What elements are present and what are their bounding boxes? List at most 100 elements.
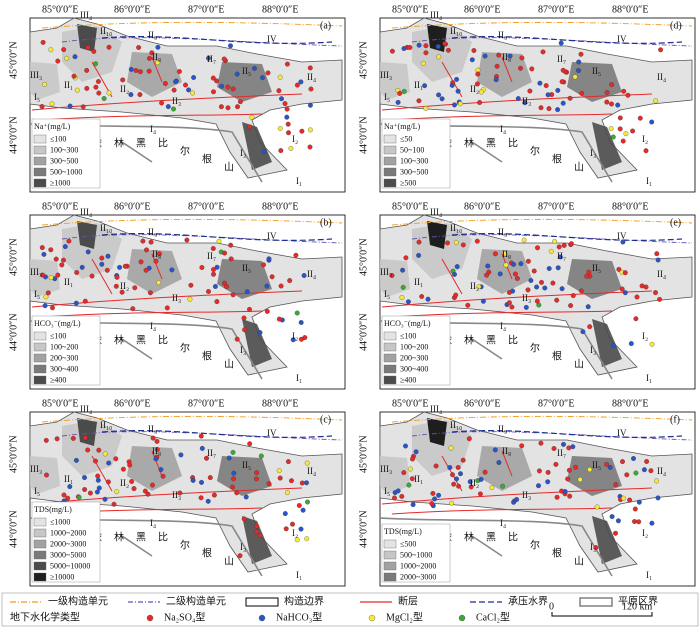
- sample-point: [578, 51, 584, 57]
- sample-point: [254, 523, 260, 529]
- sample-point: [73, 300, 79, 306]
- legend-swatch: [33, 342, 47, 352]
- sample-point: [230, 484, 235, 490]
- region-label: II₅: [242, 460, 251, 470]
- longitude-label: 85°0′0″E: [392, 201, 428, 212]
- sample-point: [162, 81, 168, 86]
- legend-item: 200~300: [400, 353, 428, 362]
- sample-point: [106, 44, 112, 50]
- sample-point: [494, 63, 500, 69]
- sample-point: [252, 65, 257, 71]
- sample-point: [104, 267, 110, 273]
- sample-point: [535, 245, 540, 251]
- sample-point: [529, 66, 535, 72]
- sample-point: [545, 479, 551, 485]
- sample-point: [658, 47, 664, 53]
- legend-item: 3000~5000: [50, 550, 86, 559]
- sample-point: [150, 482, 155, 488]
- sample-point: [276, 316, 282, 322]
- sample-point: [454, 476, 459, 482]
- sample-point: [653, 98, 659, 104]
- map-panel: IV III₄ II₁₀ II₉ II₈ II₇ II₅ II₄ III₃ I₅ II₁ II₂ II₃…: [358, 4, 696, 193]
- second-order-boundary: [411, 234, 693, 244]
- sample-point: [113, 456, 119, 462]
- sample-point: [436, 492, 442, 498]
- mountain-name: 尔: [180, 538, 190, 551]
- sample-point: [447, 465, 453, 470]
- legend-swatch: [33, 331, 47, 341]
- concentration-zone: [242, 319, 272, 367]
- sample-point: [82, 298, 88, 304]
- sample-point: [228, 256, 234, 262]
- second-order-boundary: [61, 37, 343, 47]
- sample-point: [55, 58, 61, 64]
- sample-point: [512, 271, 518, 277]
- sample-point: [102, 451, 108, 457]
- second-order-boundary: [411, 431, 693, 441]
- sample-point: [622, 290, 628, 296]
- sample-point: [224, 284, 229, 290]
- latitude-label: 44°0′0″N: [358, 116, 369, 154]
- region-label: III₃: [380, 70, 392, 80]
- sample-point: [624, 472, 630, 478]
- panel-label: (b): [320, 217, 332, 228]
- sample-point: [82, 487, 88, 492]
- mountain-name: 比: [158, 531, 168, 543]
- region-label: II₄: [307, 269, 316, 279]
- sample-point: [61, 47, 67, 53]
- sample-point: [621, 88, 627, 94]
- plain-boundary: [379, 517, 613, 577]
- sample-point: [156, 280, 162, 286]
- sample-point: [430, 490, 436, 496]
- longitude-label: 86°0′0″E: [464, 398, 500, 409]
- region-label: II₄: [657, 466, 666, 476]
- sample-point: [613, 482, 619, 488]
- sample-point: [169, 267, 175, 273]
- concentration-legend: Na⁺(mg/L) ≤100 100~300 300~500 500~1000 ≥1000: [31, 118, 101, 189]
- region-label: II₄: [307, 72, 316, 82]
- region-label: II₂: [120, 281, 129, 291]
- sample-point: [395, 488, 401, 494]
- sample-point: [234, 71, 240, 77]
- longitude-label: 87°0′0″E: [538, 4, 574, 15]
- sample-point: [568, 241, 574, 247]
- sample-point: [218, 104, 224, 110]
- sample-point: [42, 303, 48, 309]
- sample-point: [40, 39, 46, 45]
- sample-point: [425, 296, 431, 302]
- sample-point: [42, 81, 48, 87]
- map-panel: IV III₄ II₁₀ II₉ II₈ II₇ II₅ II₄ III₃ I₅ II₁ II₂ II₃…: [8, 201, 346, 390]
- legend-title: HCO₃⁻(mg/L): [34, 319, 81, 328]
- region-label: I₃: [240, 345, 246, 355]
- sample-point: [641, 467, 647, 473]
- region-label: II₈: [152, 446, 161, 456]
- legend-symbol: [368, 614, 376, 622]
- second-order-boundary: [411, 37, 693, 47]
- region-label: III₄: [430, 207, 442, 217]
- sample-point: [155, 60, 161, 66]
- mountain-name: 山: [574, 161, 584, 173]
- mountain-name: 黑: [136, 334, 146, 346]
- sample-point: [493, 77, 499, 83]
- sample-point: [467, 479, 473, 485]
- sample-point: [154, 447, 160, 452]
- sample-point: [266, 256, 272, 262]
- mountain-name: 山: [574, 358, 584, 370]
- sample-point: [131, 486, 137, 492]
- latitude-label: 45°0′0″N: [8, 435, 19, 473]
- legend-item: 500~1000: [50, 167, 82, 176]
- sample-point: [631, 456, 636, 461]
- latitude-label: 45°0′0″N: [8, 238, 19, 276]
- sample-point: [557, 254, 563, 260]
- sample-point: [216, 238, 222, 244]
- sample-point: [205, 498, 211, 504]
- legend-swatch: [383, 178, 397, 188]
- sample-point: [106, 460, 112, 466]
- sample-point: [419, 294, 425, 299]
- legend-item: 300~500: [50, 156, 78, 165]
- region-label: II₃: [172, 293, 181, 303]
- legend-label: 一级构造单元: [48, 594, 108, 607]
- sample-point: [138, 259, 144, 265]
